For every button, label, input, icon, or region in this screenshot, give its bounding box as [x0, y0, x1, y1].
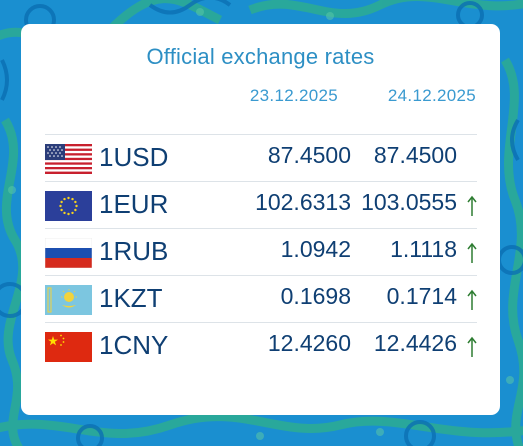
currency-code: 1USD: [99, 142, 169, 172]
currency-code: 1KZT: [99, 283, 163, 313]
exchange-rates-card: Official exchange rates 23.12.2025 24.12…: [21, 24, 500, 415]
rate-date-2: 87.4500: [373, 142, 457, 168]
up-arrow-icon: [467, 336, 477, 357]
rate-date-1: 0.1698: [280, 283, 351, 309]
rate-row-eur: 1EUR 102.6313 103.0555: [45, 181, 477, 228]
rate-row-kzt: 1KZT 0.1698 0.1714: [45, 275, 477, 322]
rate-date-1: 87.4500: [267, 142, 351, 168]
eu-flag-icon: [45, 191, 92, 221]
currency-code: 1CNY: [99, 330, 169, 360]
date-column-1: 23.12.2025: [249, 86, 338, 105]
rate-row-cny: 1CNY 12.4260 12.4426: [45, 322, 477, 369]
currency-code: 1EUR: [99, 189, 169, 219]
rate-date-1: 12.4260: [267, 330, 351, 356]
date-column-2: 24.12.2025: [387, 86, 476, 105]
up-arrow-icon: [467, 195, 477, 216]
kz-flag-icon: [45, 285, 92, 315]
rate-date-2: 103.0555: [361, 189, 457, 215]
up-arrow-icon: [467, 242, 477, 263]
rates-table: 1USD 87.4500 87.4500 1EUR 102.6313 103.0…: [45, 134, 477, 369]
rate-date-2: 12.4426: [373, 330, 457, 356]
card-title: Official exchange rates: [146, 44, 375, 69]
up-arrow-icon: [467, 289, 477, 310]
ru-flag-icon: [45, 238, 92, 268]
rate-date-1: 1.0942: [280, 236, 351, 262]
currency-code: 1RUB: [99, 236, 169, 266]
rate-date-2: 0.1714: [386, 283, 457, 309]
rate-date-1: 102.6313: [255, 189, 351, 215]
rate-row-usd: 1USD 87.4500 87.4500: [45, 134, 477, 181]
rate-date-2: 1.1118: [390, 236, 457, 262]
rate-row-rub: 1RUB 1.0942 1.1118: [45, 228, 477, 275]
us-flag-icon: [45, 144, 92, 174]
cn-flag-icon: [45, 332, 92, 362]
